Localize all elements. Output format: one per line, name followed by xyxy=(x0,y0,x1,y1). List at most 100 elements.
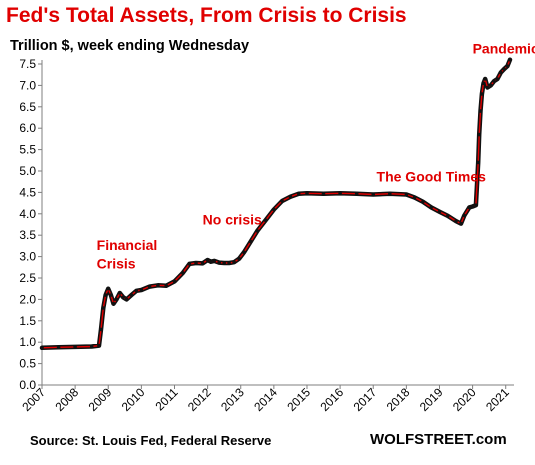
y-tick-label: 2.0 xyxy=(19,292,36,306)
data-point xyxy=(495,77,500,81)
data-point xyxy=(429,205,434,210)
chart-title: Fed's Total Assets, From Crisis to Crisi… xyxy=(6,4,407,27)
x-tick-label: 2012 xyxy=(185,385,214,414)
data-point xyxy=(477,132,482,137)
x-tick-label: 2018 xyxy=(384,385,413,414)
data-point xyxy=(217,260,221,265)
y-tick-label: 4.5 xyxy=(19,185,36,199)
data-point xyxy=(272,207,276,212)
data-point xyxy=(483,77,488,81)
data-point xyxy=(296,191,301,196)
data-point xyxy=(73,345,77,349)
data-point xyxy=(338,191,342,196)
data-point xyxy=(103,293,108,297)
data-point xyxy=(99,327,103,332)
annotation-label: Crisis xyxy=(97,256,136,272)
data-point xyxy=(467,205,472,210)
data-point xyxy=(478,109,483,113)
data-point xyxy=(474,203,478,207)
data-point xyxy=(181,271,185,275)
x-tick-label: 2010 xyxy=(119,385,148,414)
data-point xyxy=(462,213,467,218)
data-point xyxy=(421,200,425,204)
data-point xyxy=(89,344,94,349)
x-tick-label: 2013 xyxy=(218,385,247,414)
y-tick-label: 1.0 xyxy=(19,335,36,349)
annotation-label: Pandemic xyxy=(473,40,535,56)
annotation-label: The Good Times xyxy=(377,169,487,185)
y-tick-label: 0.5 xyxy=(19,357,36,371)
data-point xyxy=(412,195,417,200)
data-point xyxy=(101,306,106,310)
data-point xyxy=(404,192,409,197)
y-tick-label: 2.5 xyxy=(19,271,36,285)
data-point xyxy=(134,289,139,293)
x-tick-label: 2015 xyxy=(284,385,313,414)
data-point xyxy=(187,262,192,266)
y-tick-label: 5.0 xyxy=(19,164,36,178)
data-point xyxy=(354,191,359,196)
data-point xyxy=(388,191,392,196)
data-point xyxy=(200,261,205,266)
data-point xyxy=(508,57,512,62)
data-point xyxy=(454,219,458,223)
data-point xyxy=(437,209,442,214)
y-tick-label: 5.5 xyxy=(19,143,36,157)
data-point xyxy=(499,70,503,75)
data-point xyxy=(502,67,506,71)
data-point xyxy=(111,301,116,306)
annotation-label: No crisis xyxy=(203,212,262,228)
x-tick-label: 2014 xyxy=(251,385,280,414)
data-point xyxy=(209,259,213,264)
annotation-label: Financial xyxy=(97,237,158,253)
x-tick-label: 2008 xyxy=(52,385,81,414)
data-point xyxy=(109,293,113,297)
data-point xyxy=(212,259,216,263)
data-point xyxy=(97,343,101,348)
data-point xyxy=(489,83,493,88)
data-point xyxy=(129,293,134,297)
data-point xyxy=(118,291,122,295)
data-point xyxy=(237,256,241,261)
data-point xyxy=(280,199,284,203)
data-point xyxy=(263,218,268,222)
y-tick-label: 0.0 xyxy=(19,378,36,392)
data-point xyxy=(156,283,160,288)
y-tick-label: 7.5 xyxy=(19,57,36,71)
data-point xyxy=(255,229,260,233)
data-point xyxy=(470,204,475,209)
data-point xyxy=(305,191,309,196)
x-tick-label: 2016 xyxy=(317,385,346,414)
data-point xyxy=(505,64,510,68)
data-point xyxy=(40,346,44,350)
data-point xyxy=(227,261,231,265)
x-tick-label: 2009 xyxy=(86,385,115,414)
data-point xyxy=(114,297,119,302)
data-point xyxy=(121,295,125,300)
x-tick-label: 2011 xyxy=(152,385,180,413)
data-point xyxy=(321,191,326,196)
data-point xyxy=(446,214,450,218)
data-point xyxy=(371,192,376,197)
data-point xyxy=(232,260,236,265)
data-point xyxy=(288,194,293,199)
data-point xyxy=(248,239,253,244)
y-tick-label: 3.0 xyxy=(19,250,36,264)
data-point xyxy=(476,160,481,165)
x-tick-label: 2017 xyxy=(351,385,380,414)
chart-subtitle: Trillion $, week ending Wednesday xyxy=(10,38,250,54)
source-note: Source: St. Louis Fed, Federal Reserve xyxy=(30,433,272,448)
y-tick-label: 7.0 xyxy=(19,78,36,92)
brand-label: WOLFSTREET.com xyxy=(370,431,507,448)
y-tick-label: 3.5 xyxy=(19,228,36,242)
data-point xyxy=(139,288,144,292)
data-point xyxy=(485,85,490,90)
x-tick-label: 2019 xyxy=(417,385,446,414)
y-tick-label: 6.0 xyxy=(19,121,36,135)
data-point xyxy=(492,79,496,83)
data-point xyxy=(106,286,110,291)
x-tick-label: 2020 xyxy=(450,385,479,414)
y-tick-label: 6.5 xyxy=(19,100,36,114)
